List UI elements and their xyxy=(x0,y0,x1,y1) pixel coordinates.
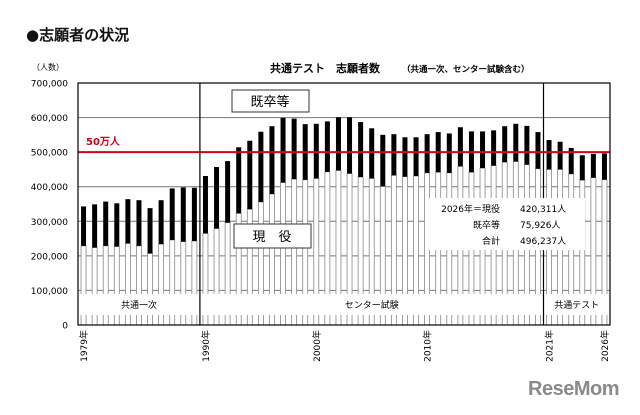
bar-kisotsu-1979 xyxy=(81,206,87,246)
resemom-logo: ReseMom xyxy=(528,378,619,400)
y-tick-label: 300,000 xyxy=(31,218,68,228)
y-tick-label: 600,000 xyxy=(31,114,68,124)
bar-kisotsu-2013 xyxy=(457,127,463,167)
bar-kisotsu-2019 xyxy=(524,125,530,165)
bar-kisotsu-2016 xyxy=(491,130,497,166)
y-tick-label: 400,000 xyxy=(31,183,68,193)
bar-kisotsu-1991 xyxy=(214,167,220,229)
chart-title: 共通テスト 志願者数 xyxy=(270,61,381,75)
bar-kisotsu-2001 xyxy=(324,121,330,172)
bar-kisotsu-2005 xyxy=(369,128,375,179)
bar-kisotsu-2022 xyxy=(557,141,563,170)
x-tick-label: 2021年 xyxy=(544,330,556,362)
period-label: センター試験 xyxy=(345,299,399,311)
bar-kisotsu-2004 xyxy=(358,122,364,178)
bar-kisotsu-1992 xyxy=(225,161,231,223)
bar-kisotsu-2021 xyxy=(546,140,552,170)
bar-kisotsu-2003 xyxy=(347,117,353,174)
summary-value: 75,926人 xyxy=(520,220,561,231)
x-tick-label: 2010年 xyxy=(422,330,434,362)
bar-kisotsu-1980 xyxy=(92,204,98,248)
bar-kisotsu-2006 xyxy=(380,134,386,187)
period-label: 共通一次 xyxy=(121,299,157,311)
bar-kisotsu-2010 xyxy=(424,134,430,173)
bar-kisotsu-1998 xyxy=(291,118,297,180)
kisotsu-label: 既卒等 xyxy=(250,94,289,110)
y-tick-label: 200,000 xyxy=(31,252,68,262)
summary-label: 既卒等 xyxy=(473,219,500,231)
y-tick-label: 500,000 xyxy=(31,149,68,159)
bar-kisotsu-2024 xyxy=(579,155,585,181)
bar-kisotsu-1988 xyxy=(180,187,186,242)
bar-kisotsu-2007 xyxy=(391,134,397,176)
bar-kisotsu-1985 xyxy=(147,208,153,254)
bar-kisotsu-1987 xyxy=(169,188,175,240)
bar-kisotsu-1990 xyxy=(202,175,208,234)
period-band xyxy=(79,294,609,315)
bar-kisotsu-1983 xyxy=(125,199,131,244)
genyaku-label-box xyxy=(233,223,312,249)
summary-value: 496,237人 xyxy=(520,236,566,247)
bar-kisotsu-1996 xyxy=(269,126,275,194)
bar-kisotsu-2000 xyxy=(313,123,319,179)
bar-kisotsu-2015 xyxy=(480,131,486,169)
summary-label: 合計 xyxy=(482,235,500,247)
reference-line-label: 50万人 xyxy=(86,135,121,148)
bar-kisotsu-2009 xyxy=(413,137,419,176)
y-axis-label: （人数） xyxy=(32,62,64,72)
bar-kisotsu-2018 xyxy=(513,123,519,162)
summary-value: 420,311人 xyxy=(520,204,566,215)
y-tick-label: 0 xyxy=(62,322,68,332)
bar-kisotsu-1984 xyxy=(136,200,142,246)
bar-kisotsu-1982 xyxy=(114,203,120,247)
y-tick-label: 100,000 xyxy=(31,287,68,297)
bar-kisotsu-2023 xyxy=(568,147,574,174)
chart-subtitle: （共通一次、センター試験含む） xyxy=(402,64,530,75)
bar-kisotsu-1997 xyxy=(280,117,286,183)
kisotsu-label-box xyxy=(231,89,310,113)
section-heading: ●志願者の状況 xyxy=(26,26,130,44)
bar-kisotsu-2008 xyxy=(402,137,408,177)
x-tick-label: 2026年 xyxy=(599,330,611,362)
bar-kisotsu-2026 xyxy=(601,153,607,180)
bar-kisotsu-2025 xyxy=(590,153,596,178)
x-tick-label: 1979年 xyxy=(78,330,90,362)
bar-kisotsu-1994 xyxy=(247,140,253,210)
summary-box xyxy=(425,198,585,250)
x-tick-label: 2000年 xyxy=(311,330,323,362)
bar-kisotsu-1995 xyxy=(258,131,264,202)
bar-kisotsu-1986 xyxy=(158,200,164,245)
genyaku-label: 現 役 xyxy=(252,230,291,245)
summary-label: 2026年＝現役 xyxy=(441,203,500,215)
bar-kisotsu-1989 xyxy=(191,187,197,241)
bar-kisotsu-2002 xyxy=(335,117,341,171)
period-label: 共通テスト xyxy=(554,300,599,311)
bar-kisotsu-2020 xyxy=(535,132,541,169)
x-tick-label: 1990年 xyxy=(200,330,212,362)
bar-kisotsu-1981 xyxy=(103,201,109,246)
plot-frame xyxy=(77,82,611,326)
bar-kisotsu-1993 xyxy=(236,147,242,214)
y-tick-label: 700,000 xyxy=(31,80,68,90)
bar-kisotsu-2017 xyxy=(502,126,508,163)
bar-kisotsu-2012 xyxy=(446,133,452,173)
